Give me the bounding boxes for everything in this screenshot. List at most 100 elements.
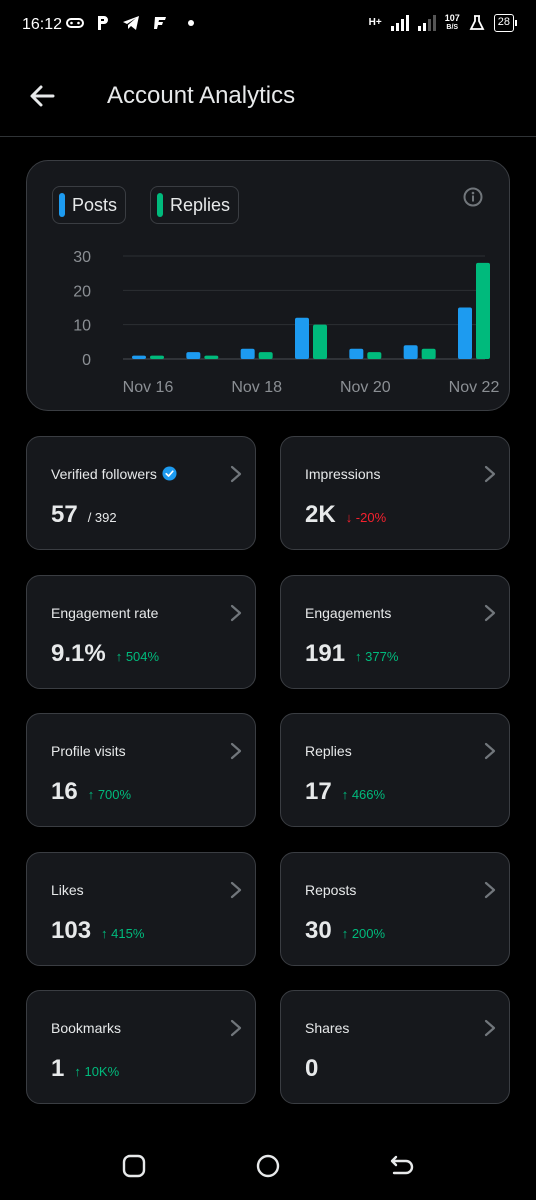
bar-posts-nov-19 <box>295 317 309 359</box>
y-tick-label: 10 <box>73 318 91 335</box>
metric-value-row: 0 <box>305 1055 318 1083</box>
metric-change: ↑ 504% <box>115 649 160 664</box>
legend-item-posts[interactable]: Posts <box>52 186 127 224</box>
y-tick-label: 20 <box>73 283 91 300</box>
info-icon[interactable] <box>462 186 484 208</box>
metric-card-likes[interactable]: Likes 103 ↑ 415% <box>26 852 256 966</box>
network-type: H+ <box>368 17 382 28</box>
y-tick-label: 0 <box>82 352 91 369</box>
metric-value: 103 <box>51 917 92 944</box>
metric-card-profile-visits[interactable]: Profile visits 16 ↑ 700% <box>26 713 256 827</box>
signal-strength-icon <box>390 15 409 31</box>
chevron-right-icon <box>484 465 496 483</box>
metric-label: Profile visits <box>51 743 126 759</box>
metric-label: Replies <box>305 743 352 759</box>
network-speed: 107 B/S <box>445 14 460 32</box>
metric-change: ↑ 466% <box>341 787 386 802</box>
arrow-left-icon[interactable] <box>26 80 58 112</box>
chevron-right-icon <box>230 465 242 483</box>
flask-icon <box>469 15 485 30</box>
chevron-right-icon <box>230 742 242 760</box>
metric-value-row: 9.1% ↑ 504% <box>51 640 159 668</box>
chevron-right-icon <box>230 881 242 899</box>
metric-label: Impressions <box>305 466 381 482</box>
chevron-right-icon <box>230 1019 242 1037</box>
bar-replies-nov-20 <box>367 352 382 359</box>
metric-card-impressions[interactable]: Impressions 2K ↓ -20% <box>280 436 510 550</box>
home-icon[interactable] <box>254 1152 282 1180</box>
metric-card-verified-followers[interactable]: Verified followers 57 / 392 <box>26 436 256 550</box>
verified-badge-icon <box>162 466 177 481</box>
chevron-right-icon <box>230 604 242 622</box>
page-header: Account Analytics <box>0 56 536 137</box>
metric-value: 17 <box>305 778 332 805</box>
metric-value: 191 <box>305 640 346 667</box>
metric-value-row: 191 ↑ 377% <box>305 640 398 668</box>
metric-value: 16 <box>51 778 78 805</box>
bar-posts-nov-18 <box>240 348 255 359</box>
metric-card-bookmarks[interactable]: Bookmarks 1 ↑ 10K% <box>26 990 256 1104</box>
status-time: 16:12 <box>22 16 63 33</box>
metric-card-engagements[interactable]: Engagements 191 ↑ 377% <box>280 575 510 689</box>
x-tick-label: Nov 16 <box>123 379 174 396</box>
x-tick-label: Nov 18 <box>231 379 282 396</box>
metric-change: ↑ 415% <box>101 926 145 941</box>
metric-value: 0 <box>305 1055 319 1082</box>
metric-card-engagement-rate[interactable]: Engagement rate 9.1% ↑ 504% <box>26 575 256 689</box>
y-tick-label: 30 <box>73 249 91 266</box>
bar-posts-nov-21 <box>403 345 418 359</box>
metric-value-row: 17 ↑ 466% <box>305 778 385 806</box>
metric-label-wrap: Verified followers <box>51 466 177 482</box>
legend-label-replies: Replies <box>170 194 231 215</box>
metric-card-replies[interactable]: Replies 17 ↑ 466% <box>280 713 510 827</box>
bar-replies-nov-19 <box>313 324 327 359</box>
recents-icon[interactable] <box>120 1152 148 1180</box>
activity-bar-chart: 0 10 20 30 Nov 16 Nov 18 Nov 20 Nov 22 <box>73 249 500 396</box>
back-icon[interactable] <box>388 1152 416 1180</box>
metric-label: Likes <box>51 882 84 898</box>
metric-label: Verified followers <box>51 466 157 482</box>
battery-icon: 28 <box>493 14 518 32</box>
legend-swatch-posts <box>59 193 65 217</box>
metric-value-row: 57 / 392 <box>51 501 117 529</box>
f-app-icon <box>154 17 166 29</box>
x-tick-label: Nov 20 <box>340 379 391 396</box>
metric-card-shares[interactable]: Shares 0 <box>280 990 510 1104</box>
x-tick-label: Nov 22 <box>449 379 500 396</box>
activity-chart-card: 0 10 20 30 Nov 16 Nov 18 Nov 20 Nov 22 Posts Re… <box>26 160 510 411</box>
system-status: H+ 107 B/S 28 <box>368 14 518 32</box>
chevron-right-icon <box>484 604 496 622</box>
legend-swatch-replies <box>157 193 164 217</box>
metric-label: Engagement rate <box>51 605 159 621</box>
metric-change: ↑ 200% <box>341 926 386 941</box>
status-bar: 16:12 H+ 107 B/S 28 <box>0 0 536 56</box>
metric-change: ↑ 10K% <box>74 1064 120 1079</box>
bar-posts-nov-22 <box>458 307 472 359</box>
metric-value-row: 1 ↑ 10K% <box>51 1055 119 1083</box>
system-nav-bar <box>0 1130 536 1200</box>
metric-value-row: 2K ↓ -20% <box>305 501 386 529</box>
metric-total: / 392 <box>87 510 117 525</box>
notification-icons <box>66 15 194 31</box>
signal-strength-2-icon <box>417 15 436 31</box>
metric-change: ↑ 700% <box>87 787 132 802</box>
chevron-right-icon <box>484 742 496 760</box>
game-controller-icon <box>66 18 84 28</box>
bar-posts-nov-17 <box>186 352 201 359</box>
bar-replies-nov-16 <box>150 355 164 359</box>
dot-icon <box>188 20 194 26</box>
metric-label: Bookmarks <box>51 1020 122 1036</box>
telegram-icon <box>123 16 139 30</box>
metric-change: ↓ -20% <box>345 510 387 525</box>
network-speed-unit: B/S <box>446 24 459 31</box>
metric-value: 57 <box>51 501 78 528</box>
metric-value: 9.1% <box>51 640 106 667</box>
chevron-right-icon <box>484 1019 496 1037</box>
metric-value: 2K <box>305 501 336 528</box>
metric-card-reposts[interactable]: Reposts 30 ↑ 200% <box>280 852 510 966</box>
bar-replies-nov-22 <box>476 262 490 359</box>
network-speed-value: 107 <box>444 13 460 23</box>
bar-replies-nov-17 <box>204 355 219 359</box>
legend-item-replies[interactable]: Replies <box>150 186 240 224</box>
page-title: Account Analytics <box>107 82 296 109</box>
